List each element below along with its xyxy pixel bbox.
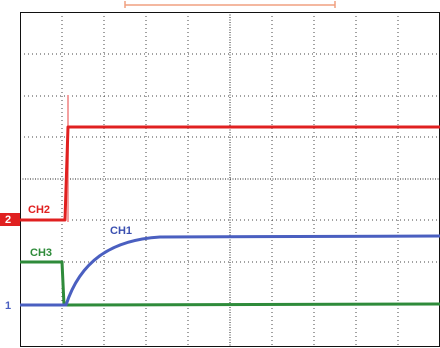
ch3-wave	[20, 260, 440, 307]
ch2-wave	[0, 125, 440, 222]
ch1-label: CH1	[110, 225, 132, 237]
ch3-label: CH3	[30, 247, 52, 259]
ch1-marker: 1	[5, 300, 11, 312]
ch2-marker-box	[0, 213, 20, 226]
ch2-label: CH2	[28, 204, 50, 216]
ch1-wave	[20, 234, 440, 307]
ch2-marker: 2	[5, 214, 11, 226]
grid	[20, 12, 440, 347]
